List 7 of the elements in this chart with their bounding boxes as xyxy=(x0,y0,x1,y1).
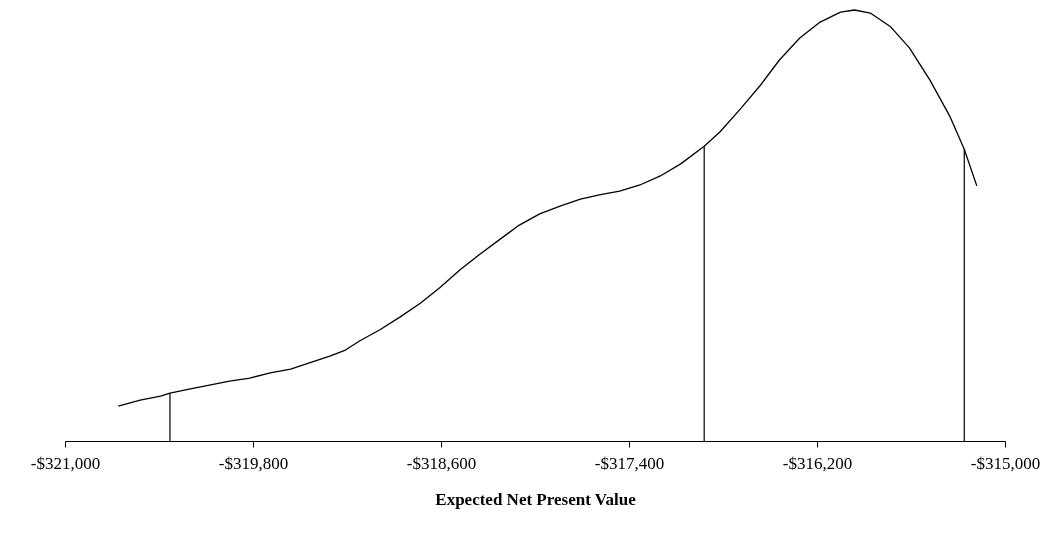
x-tick-label: -$321,000 xyxy=(30,453,101,473)
x-tick-label: -$315,000 xyxy=(970,453,1041,473)
x-tick-label: -$319,800 xyxy=(218,453,289,473)
x-axis-title: Expected Net Present Value xyxy=(435,489,637,509)
x-tick-label: -$316,200 xyxy=(782,453,853,473)
x-tick-label: -$317,400 xyxy=(594,453,665,473)
x-tick-label: -$318,600 xyxy=(406,453,477,473)
